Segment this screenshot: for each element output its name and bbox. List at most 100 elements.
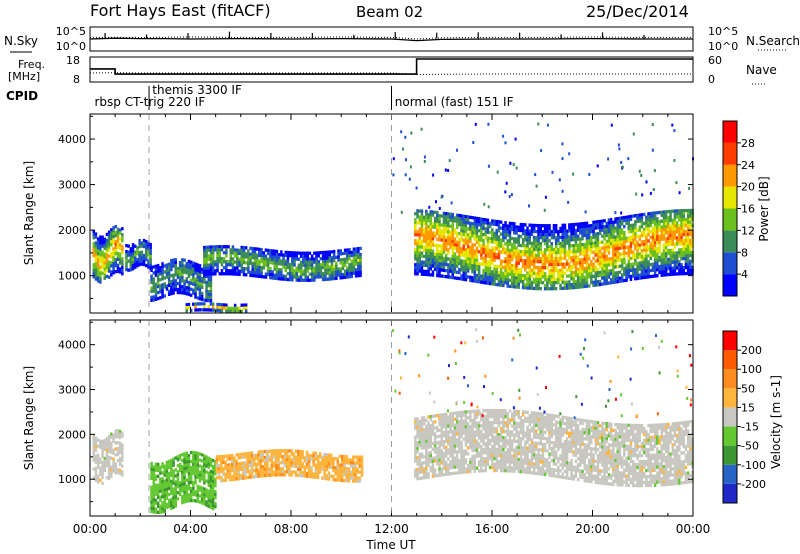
power-echo-cell xyxy=(526,250,529,254)
power-echo-cell xyxy=(466,218,470,222)
velocity-echo-cell xyxy=(347,458,351,462)
power-echo-cell xyxy=(255,274,259,278)
power-echo-cell xyxy=(313,275,316,279)
power-echo-cell xyxy=(594,271,597,275)
power-echo-cell xyxy=(541,239,545,243)
velocity-echo-cell xyxy=(433,435,437,439)
power-echo-cell xyxy=(623,230,626,235)
power-echo-cell xyxy=(574,228,578,233)
power-echo-cell xyxy=(623,266,626,271)
power-echo-cell xyxy=(642,227,646,232)
power-echo-cell xyxy=(114,258,117,262)
power-echo-cell xyxy=(471,243,474,247)
power-echo-cell xyxy=(678,212,681,216)
power-echo-cell xyxy=(170,289,173,293)
power-echo-cell xyxy=(414,248,417,252)
power-echo-cell xyxy=(651,265,655,269)
power-echo-cell xyxy=(183,258,186,262)
velocity-echo-cell xyxy=(290,470,293,474)
power-echo-cell xyxy=(295,275,298,279)
velocity-echo-cell xyxy=(286,470,289,474)
power-echo-cell xyxy=(414,254,417,258)
power-echo-cell xyxy=(623,272,626,277)
power-colorbar-swatch-0 xyxy=(723,274,737,296)
power-echo-cell xyxy=(609,227,613,231)
velocity-echo-cell xyxy=(205,491,208,495)
velocity-echo-cell xyxy=(246,454,249,459)
power-echo-cell xyxy=(658,267,661,272)
velocity-echo-cell xyxy=(207,501,210,505)
velocity-echo-cell xyxy=(211,492,215,496)
power-echo-cell xyxy=(574,255,578,260)
power-echo-cell xyxy=(121,272,124,276)
velocity-echo-cell xyxy=(360,464,364,468)
power-echo-cell xyxy=(656,265,659,269)
velocity-echo-cell xyxy=(105,455,109,459)
power-echo-cell xyxy=(205,257,208,261)
power-echo-cell xyxy=(552,248,556,252)
power-echo-cell xyxy=(596,247,600,251)
power-echo-cell xyxy=(420,227,424,231)
power-echo-cell xyxy=(640,273,644,277)
power-echo-cell xyxy=(118,231,122,235)
power-echo-cell xyxy=(466,215,470,219)
velocity-echo-cell xyxy=(259,468,263,472)
velocity-echo-cell xyxy=(192,465,195,470)
power-echo-cell xyxy=(291,254,294,258)
velocity-echo-cell xyxy=(347,470,351,474)
power-echo-cell xyxy=(590,251,593,255)
power-echo-cell xyxy=(475,237,479,242)
power-echo-cell xyxy=(684,223,688,228)
power-echo-cell xyxy=(107,269,111,273)
velocity-echo-cell xyxy=(178,493,182,497)
power-echo-cell xyxy=(607,263,611,267)
power-echo-cell xyxy=(662,219,666,223)
power-scatter-point xyxy=(432,173,435,177)
power-echo-cell xyxy=(422,221,426,225)
power-echo-cell xyxy=(682,218,685,222)
power-echo-cell xyxy=(273,276,276,280)
power-echo-cell xyxy=(310,272,314,276)
velocity-echo-cell xyxy=(312,463,315,467)
power-echo-cell xyxy=(504,257,507,261)
power-echo-cell xyxy=(673,218,677,222)
power-echo-cell xyxy=(194,286,197,290)
velocity-echo-cell xyxy=(187,481,191,485)
power-echo-cell xyxy=(596,244,600,248)
power-echo-cell xyxy=(262,257,265,261)
power-echo-cell xyxy=(662,231,666,235)
velocity-echo-cell xyxy=(183,458,186,462)
velocity-echo-cell xyxy=(172,478,175,482)
power-echo-cell xyxy=(335,270,338,274)
power-echo-cell xyxy=(629,262,633,267)
velocity-echo-cell xyxy=(349,473,353,477)
power-echo-cell xyxy=(471,267,474,271)
velocity-echo-cell xyxy=(422,419,426,423)
power-echo-cell xyxy=(207,296,210,300)
velocity-echo-cell xyxy=(103,465,106,470)
power-echo-cell xyxy=(258,265,261,269)
velocity-echo-cell xyxy=(183,473,186,477)
power-echo-cell xyxy=(475,258,479,263)
power-echo-cell xyxy=(682,227,685,231)
power-echo-cell xyxy=(607,224,611,228)
power-echo-cell xyxy=(537,260,540,264)
power-echo-cell xyxy=(249,255,252,259)
velocity-echo-cell xyxy=(121,434,124,438)
power-echo-cell xyxy=(629,250,633,255)
power-echo-cell xyxy=(275,249,279,254)
power-echo-cell xyxy=(583,245,586,250)
velocity-echo-cell xyxy=(319,470,322,474)
power-echo-cell xyxy=(121,251,124,255)
power-echo-cell xyxy=(587,224,591,228)
velocity-echo-cell xyxy=(237,453,241,457)
velocity-echo-cell xyxy=(107,440,111,445)
power-echo-cell xyxy=(442,226,446,230)
power-echo-cell xyxy=(634,238,637,242)
power-echo-cell xyxy=(284,265,287,269)
power-echo-cell xyxy=(473,249,476,253)
power-echo-cell xyxy=(590,236,593,240)
power-echo-cell xyxy=(302,251,305,255)
power-echo-cell xyxy=(554,227,558,231)
